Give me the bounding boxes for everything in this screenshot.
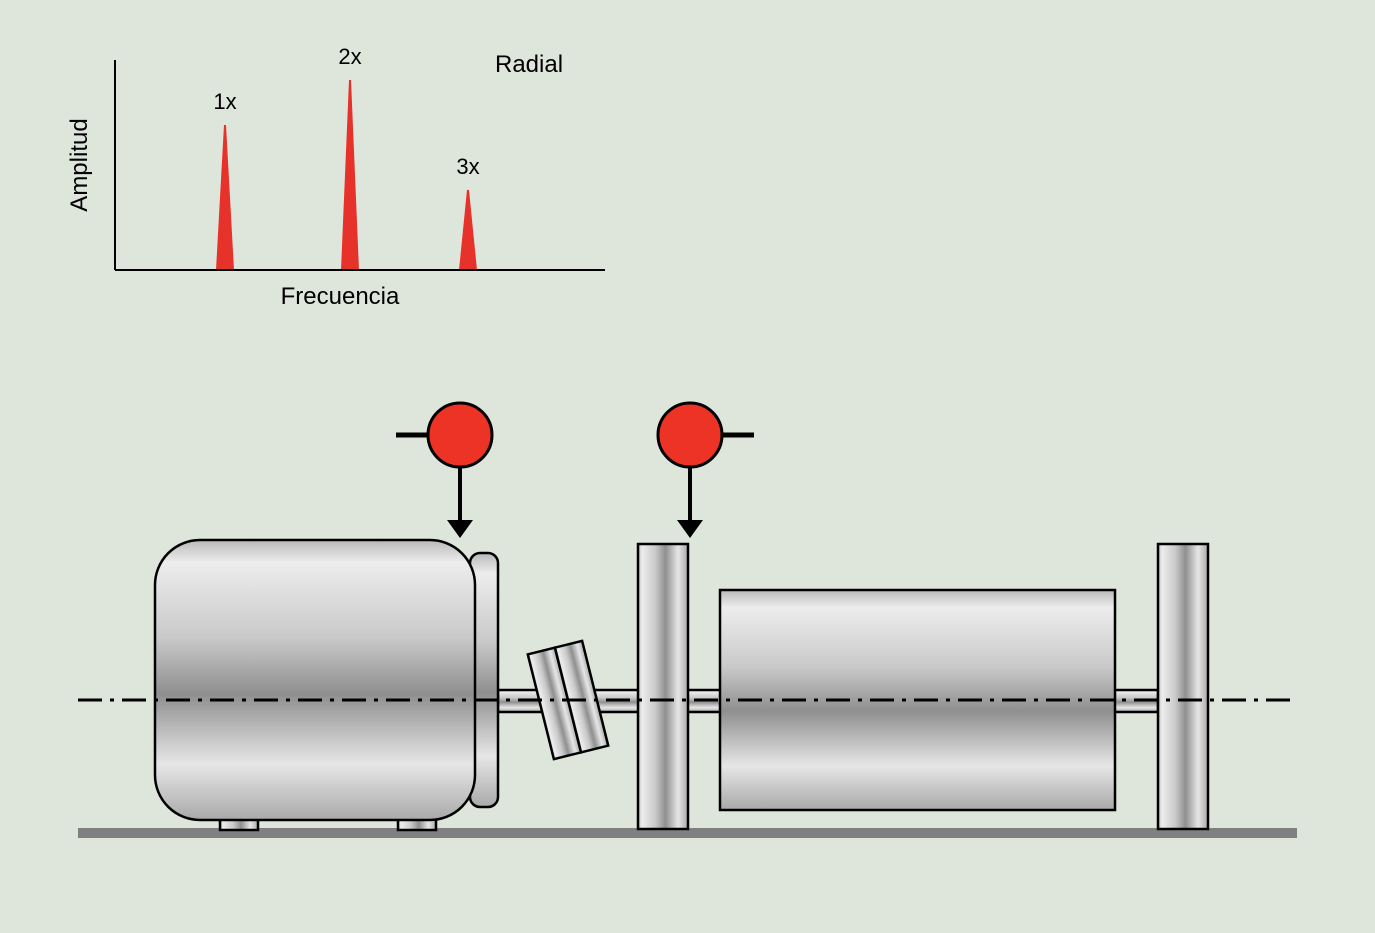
chart-title: Radial — [495, 51, 563, 78]
chart-x-label: Frecuencia — [281, 283, 400, 310]
chart-y-label: Amplitud — [66, 118, 93, 211]
end-block — [1158, 544, 1208, 829]
spectrum-peak-label-3x: 3x — [456, 154, 479, 179]
spectrum-peak-label-2x: 2x — [338, 44, 361, 69]
pillow-block — [638, 544, 688, 829]
motor-body — [155, 540, 475, 820]
sensor-2-head-icon — [658, 403, 722, 467]
spectrum-peak-label-1x: 1x — [213, 89, 236, 114]
sensor-1-head-icon — [428, 403, 492, 467]
